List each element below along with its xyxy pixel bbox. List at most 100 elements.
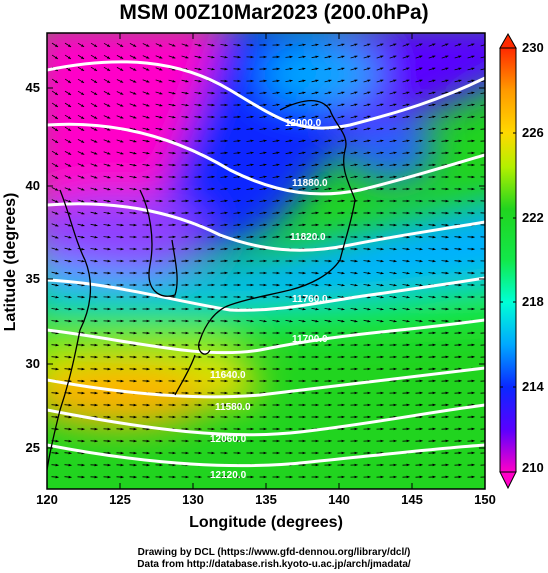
- wind-arrow: [337, 295, 345, 299]
- wind-arrow: [428, 91, 436, 95]
- colorbar-tick-label: 230: [522, 40, 544, 55]
- wind-arrow: [64, 223, 72, 227]
- wind-arrow: [142, 139, 150, 143]
- wind-arrow: [454, 43, 462, 47]
- wind-arrow: [402, 271, 410, 275]
- wind-arrow: [155, 91, 163, 95]
- wind-arrow: [51, 54, 59, 60]
- wind-arrow: [90, 187, 98, 191]
- wind-arrow: [103, 91, 111, 95]
- contour-line: [47, 60, 485, 130]
- wind-arrow: [155, 115, 163, 119]
- x-tick-label: 130: [182, 492, 204, 507]
- wind-arrow: [454, 271, 462, 275]
- wind-arrow: [103, 103, 111, 107]
- wind-arrow: [90, 247, 98, 251]
- wind-arrow: [168, 103, 176, 107]
- wind-arrow: [480, 67, 485, 71]
- wind-arrow: [402, 127, 410, 131]
- wind-arrow: [77, 54, 85, 60]
- wind-arrow: [324, 295, 332, 299]
- wind-arrow: [103, 259, 111, 263]
- wind-arrow: [246, 199, 254, 203]
- wind-arrow: [233, 223, 241, 227]
- korea-coastline: [139, 189, 178, 297]
- wind-arrow: [90, 175, 98, 179]
- wind-arrow: [428, 307, 436, 311]
- wind-arrow: [181, 103, 189, 107]
- wind-arrow: [220, 43, 228, 47]
- wind-arrow: [363, 103, 371, 107]
- wind-arrow: [311, 271, 319, 275]
- wind-arrow: [51, 78, 59, 84]
- wind-arrow: [181, 79, 189, 83]
- wind-arrow: [298, 175, 306, 179]
- wind-arrow: [51, 138, 59, 144]
- wind-arrow: [402, 295, 410, 299]
- wind-arrow: [64, 102, 72, 108]
- colorbar-ticks: [500, 47, 516, 473]
- wind-arrow: [103, 223, 111, 227]
- wind-arrow: [142, 43, 150, 47]
- colorbar-max-triangle: [499, 32, 517, 49]
- wind-arrow: [51, 102, 59, 108]
- y-axis-label: Latitude (degrees): [2, 193, 19, 332]
- wind-arrow: [285, 223, 293, 227]
- wind-arrow: [311, 115, 319, 119]
- china-coastline: [47, 189, 92, 471]
- wind-arrow: [64, 126, 72, 132]
- wind-arrow: [350, 139, 358, 143]
- wind-arrow: [51, 175, 59, 179]
- wind-arrow: [103, 247, 111, 251]
- wind-arrow: [454, 127, 462, 131]
- wind-arrow: [168, 91, 176, 95]
- wind-arrow: [402, 55, 410, 59]
- page-title: MSM 00Z10Mar2023 (200.0hPa): [119, 1, 429, 24]
- wind-arrow: [233, 211, 241, 215]
- wind-arrow: [233, 199, 241, 203]
- wind-arrow: [324, 55, 332, 59]
- wind-arrow: [77, 175, 85, 179]
- wind-arrow: [259, 163, 267, 167]
- wind-arrow: [311, 187, 319, 191]
- wind-arrow: [155, 79, 163, 83]
- wind-arrow: [389, 115, 397, 119]
- wind-arrow: [207, 187, 215, 191]
- wind-arrow: [142, 175, 150, 179]
- wind-arrow: [363, 151, 371, 155]
- wind-arrow: [415, 67, 423, 71]
- wind-arrow: [441, 127, 449, 131]
- wind-arrow: [337, 199, 345, 203]
- wind-arrow: [428, 271, 436, 275]
- wind-arrow: [77, 271, 85, 275]
- wind-arrow: [298, 115, 306, 119]
- wind-arrow: [415, 43, 423, 47]
- wind-arrow: [389, 151, 397, 155]
- wind-arrow: [324, 91, 332, 95]
- wind-arrow: [363, 67, 371, 71]
- wind-arrow: [233, 55, 241, 59]
- wind-arrow: [181, 247, 189, 251]
- wind-arrow: [77, 139, 85, 143]
- wind-arrow: [64, 415, 72, 419]
- wind-arrow: [64, 475, 72, 479]
- wind-arrow: [272, 79, 280, 83]
- wind-arrow: [428, 319, 436, 323]
- wind-arrow: [220, 151, 228, 155]
- wind-arrow: [467, 55, 475, 59]
- wind-arrow: [207, 235, 215, 239]
- wind-arrow: [77, 127, 85, 131]
- wind-arrow: [194, 115, 202, 119]
- wind-arrow: [220, 175, 228, 179]
- wind-arrow: [376, 295, 384, 299]
- wind-arrow: [181, 235, 189, 239]
- wind-arrow: [220, 247, 228, 251]
- wind-arrow: [90, 42, 98, 48]
- wind-arrow: [415, 139, 423, 143]
- wind-arrow: [441, 259, 449, 263]
- wind-arrow: [194, 79, 202, 83]
- wind-arrow: [51, 391, 59, 395]
- wind-arrow: [272, 235, 280, 239]
- wind-arrow: [233, 43, 241, 47]
- wind-arrow: [116, 187, 124, 191]
